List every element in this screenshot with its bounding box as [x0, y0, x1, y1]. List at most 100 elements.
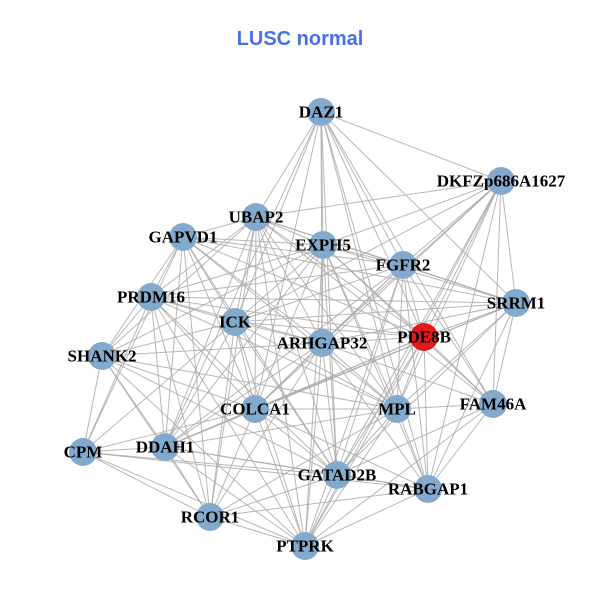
node-DDAH1	[151, 433, 179, 461]
edge-ICK-PDE8B	[234, 321, 425, 338]
edge-MPL-RCOR1	[209, 408, 398, 518]
edge-UBAP2-ARHGAP32	[255, 216, 323, 344]
node-COLCA1	[241, 395, 269, 423]
edge-DAZ1-DKFZp686A1627	[320, 111, 502, 182]
edge-ARHGAP32-PDE8B	[321, 336, 425, 344]
edge-SHANK2-GATAD2B	[101, 355, 338, 476]
edge-ICK-MPL	[234, 321, 398, 410]
node-label-DAZ1: DAZ1	[299, 103, 343, 122]
edge-ICK-CPM	[82, 321, 236, 453]
edge-ARHGAP32-RABGAP1	[321, 342, 429, 490]
node-RABGAP1	[414, 475, 442, 503]
edge-RABGAP1-PTPRK	[304, 488, 429, 547]
edge-GAPVD1-RCOR1	[182, 236, 211, 518]
node-label-COLCA1: COLCA1	[220, 400, 290, 419]
edge-FGFR2-MPL	[396, 264, 404, 410]
edge-DAZ1-UBAP2	[255, 111, 322, 218]
edge-FAM46A-PTPRK	[304, 403, 494, 547]
edge-FGFR2-ICK	[234, 264, 404, 323]
edge-COLCA1-CPM	[82, 408, 256, 453]
edge-DKFZp686A1627-UBAP2	[255, 180, 502, 218]
edge-FGFR2-DDAH1	[164, 264, 404, 448]
edge-SRRM1-DDAH1	[164, 302, 517, 448]
node-GAPVD1	[169, 223, 197, 251]
edge-GAPVD1-CPM	[82, 236, 184, 453]
node-label-ICK: ICK	[219, 313, 252, 332]
edge-FGFR2-GATAD2B	[336, 264, 404, 476]
edge-EXPH5-GATAD2B	[322, 244, 338, 476]
node-label-DDAH1: DDAH1	[136, 438, 195, 457]
edge-COLCA1-GATAD2B	[254, 408, 338, 476]
edge-ARHGAP32-COLCA1	[254, 342, 323, 410]
edge-ICK-ARHGAP32	[234, 321, 323, 344]
edge-COLCA1-PTPRK	[254, 408, 306, 547]
node-ARHGAP32	[308, 329, 336, 357]
edge-DKFZp686A1627-RABGAP1	[427, 180, 502, 490]
node-label-GAPVD1: GAPVD1	[149, 228, 218, 247]
node-label-FAM46A: FAM46A	[460, 395, 527, 414]
edge-ICK-SHANK2	[101, 321, 236, 357]
node-FAM46A	[479, 390, 507, 418]
edge-EXPH5-RABGAP1	[322, 244, 429, 490]
edge-UBAP2-FAM46A	[255, 216, 494, 405]
edge-DKFZp686A1627-EXPH5	[322, 180, 502, 246]
edge-COLCA1-RCOR1	[209, 408, 256, 518]
node-label-PRDM16: PRDM16	[117, 288, 185, 307]
edge-EXPH5-SRRM1	[322, 244, 517, 304]
edge-FGFR2-FAM46A	[402, 264, 494, 405]
edge-ICK-RCOR1	[209, 321, 236, 518]
labels-layer: DAZ1 DKFZp686A1627 UBAP2 GAPVD1 EXPH5 FGFR2 PR…	[64, 103, 566, 556]
edge-DAZ1-SRRM1	[320, 111, 517, 304]
edge-ARHGAP32-DDAH1	[164, 342, 323, 448]
node-label-SHANK2: SHANK2	[68, 347, 137, 366]
edge-SHANK2-MPL	[101, 355, 398, 410]
edge-EXPH5-PRDM16	[150, 244, 324, 298]
node-SHANK2	[88, 342, 116, 370]
edge-PRDM16-CPM	[82, 296, 152, 453]
edge-UBAP2-DDAH1	[164, 216, 257, 448]
edge-EXPH5-SHANK2	[101, 244, 324, 357]
edge-MPL-FAM46A	[396, 403, 494, 410]
node-label-RCOR1: RCOR1	[181, 508, 240, 527]
edge-ARHGAP32-PTPRK	[304, 342, 323, 547]
edge-COLCA1-DDAH1	[164, 408, 256, 448]
edge-RABGAP1-RCOR1	[209, 488, 429, 518]
edge-ARHGAP32-SHANK2	[101, 342, 323, 357]
edge-DAZ1-FGFR2	[320, 111, 404, 266]
edge-SHANK2-CPM	[82, 355, 103, 453]
edge-COLCA1-RABGAP1	[254, 408, 429, 490]
edge-SHANK2-PTPRK	[101, 355, 306, 547]
edge-ARHGAP32-MPL	[321, 342, 398, 410]
edge-GAPVD1-MPL	[182, 236, 398, 410]
edge-MPL-GATAD2B	[336, 408, 398, 476]
edge-DKFZp686A1627-ICK	[234, 180, 502, 323]
edge-SHANK2-COLCA1	[101, 355, 256, 410]
node-FGFR2	[389, 251, 417, 279]
edge-PRDM16-RCOR1	[150, 296, 211, 518]
edge-DKFZp686A1627-PDE8B	[423, 180, 502, 338]
edge-PDE8B-RABGAP1	[423, 336, 429, 490]
edge-EXPH5-PTPRK	[304, 244, 324, 547]
edge-RCOR1-PTPRK	[209, 516, 306, 547]
edge-PRDM16-GATAD2B	[150, 296, 338, 476]
edge-PRDM16-PDE8B	[150, 296, 425, 338]
edge-ICK-PTPRK	[234, 321, 306, 547]
edge-DAZ1-GATAD2B	[320, 111, 338, 476]
nodes-layer	[69, 98, 530, 560]
edge-FAM46A-GATAD2B	[336, 403, 494, 476]
node-label-RABGAP1: RABGAP1	[388, 480, 468, 499]
node-SRRM1	[502, 289, 530, 317]
edge-PDE8B-FAM46A	[423, 336, 494, 405]
edge-SRRM1-FAM46A	[492, 302, 517, 405]
edge-GATAD2B-RCOR1	[209, 474, 338, 518]
node-label-ARHGAP32: ARHGAP32	[277, 334, 368, 353]
edge-PDE8B-PTPRK	[304, 336, 425, 547]
node-GATAD2B	[323, 461, 351, 489]
plot-title: LUSC normal	[236, 28, 364, 50]
node-EXPH5	[309, 231, 337, 259]
edge-DKFZp686A1627-FGFR2	[402, 180, 502, 266]
edges-layer	[82, 111, 517, 547]
edge-CPM-PTPRK	[82, 451, 306, 547]
edge-GAPVD1-DDAH1	[164, 236, 184, 448]
node-PTPRK	[291, 532, 319, 560]
